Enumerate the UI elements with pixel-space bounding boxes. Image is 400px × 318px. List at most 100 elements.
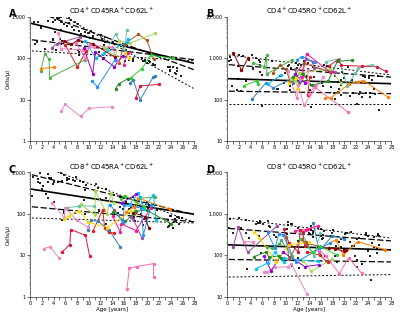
Point: [131, 204, 137, 209]
Point: [153, 217, 159, 222]
Point: [250, 66, 256, 71]
Point: [276, 63, 283, 68]
Point: [318, 233, 324, 238]
Point: [166, 65, 173, 70]
Point: [150, 75, 156, 80]
Point: [260, 221, 266, 226]
Point: [150, 275, 157, 280]
Point: [78, 114, 84, 119]
Point: [323, 64, 330, 69]
Point: [174, 68, 180, 73]
Point: [104, 46, 110, 51]
Point: [156, 82, 162, 87]
Point: [238, 88, 244, 93]
Point: [118, 221, 124, 226]
Point: [166, 222, 173, 227]
Point: [330, 227, 336, 232]
Point: [109, 45, 115, 50]
Point: [328, 95, 334, 100]
Point: [310, 221, 317, 226]
Point: [332, 246, 338, 252]
Point: [351, 244, 357, 249]
Point: [116, 60, 122, 65]
Point: [356, 91, 363, 96]
Point: [81, 46, 87, 51]
Point: [290, 244, 297, 249]
Point: [374, 231, 381, 236]
Point: [125, 76, 131, 81]
Point: [227, 216, 234, 221]
Point: [110, 210, 116, 215]
Point: [293, 75, 299, 80]
Point: [256, 69, 263, 74]
Point: [304, 291, 310, 296]
Point: [123, 209, 130, 214]
Point: [353, 264, 360, 269]
Point: [244, 250, 251, 255]
Point: [323, 253, 329, 259]
Point: [295, 62, 301, 67]
Point: [310, 59, 316, 65]
Point: [356, 235, 363, 240]
Point: [283, 235, 290, 240]
Point: [170, 56, 176, 61]
Point: [288, 76, 294, 81]
Point: [306, 91, 313, 96]
Point: [45, 195, 52, 200]
Point: [111, 207, 118, 212]
Point: [298, 237, 304, 242]
Point: [288, 261, 295, 266]
Point: [150, 61, 156, 66]
Point: [124, 286, 130, 291]
Point: [46, 175, 52, 180]
Point: [260, 254, 267, 259]
Point: [152, 73, 158, 79]
Point: [320, 83, 326, 88]
Point: [165, 225, 171, 230]
Point: [264, 71, 270, 76]
Point: [273, 234, 280, 239]
Point: [126, 202, 133, 207]
Point: [132, 96, 139, 101]
Point: [61, 172, 68, 177]
Point: [69, 25, 75, 30]
Point: [168, 213, 174, 218]
Point: [147, 59, 154, 64]
Point: [303, 249, 310, 254]
Point: [59, 178, 65, 183]
Point: [133, 192, 139, 197]
Point: [61, 215, 68, 220]
Point: [138, 235, 145, 240]
Point: [328, 233, 334, 238]
Point: [167, 213, 174, 218]
Point: [35, 20, 42, 25]
Point: [50, 37, 56, 42]
Point: [368, 78, 375, 83]
Point: [304, 241, 310, 246]
Point: [274, 224, 280, 229]
Point: [139, 55, 146, 60]
Point: [58, 217, 65, 222]
Point: [81, 197, 88, 203]
Point: [38, 66, 44, 71]
Point: [289, 57, 296, 62]
Point: [234, 64, 241, 69]
Point: [95, 219, 101, 224]
Point: [82, 29, 88, 34]
Point: [256, 234, 262, 239]
Point: [268, 246, 275, 251]
Point: [73, 41, 80, 46]
Point: [54, 179, 61, 184]
Point: [292, 67, 298, 73]
Point: [142, 57, 148, 62]
Point: [89, 79, 95, 84]
Point: [124, 51, 131, 56]
Point: [56, 15, 62, 20]
Point: [145, 205, 152, 210]
Point: [51, 199, 57, 204]
Point: [268, 268, 274, 273]
Point: [300, 71, 306, 76]
X-axis label: Age [years]: Age [years]: [96, 308, 128, 313]
Point: [76, 204, 82, 209]
Point: [374, 245, 380, 251]
